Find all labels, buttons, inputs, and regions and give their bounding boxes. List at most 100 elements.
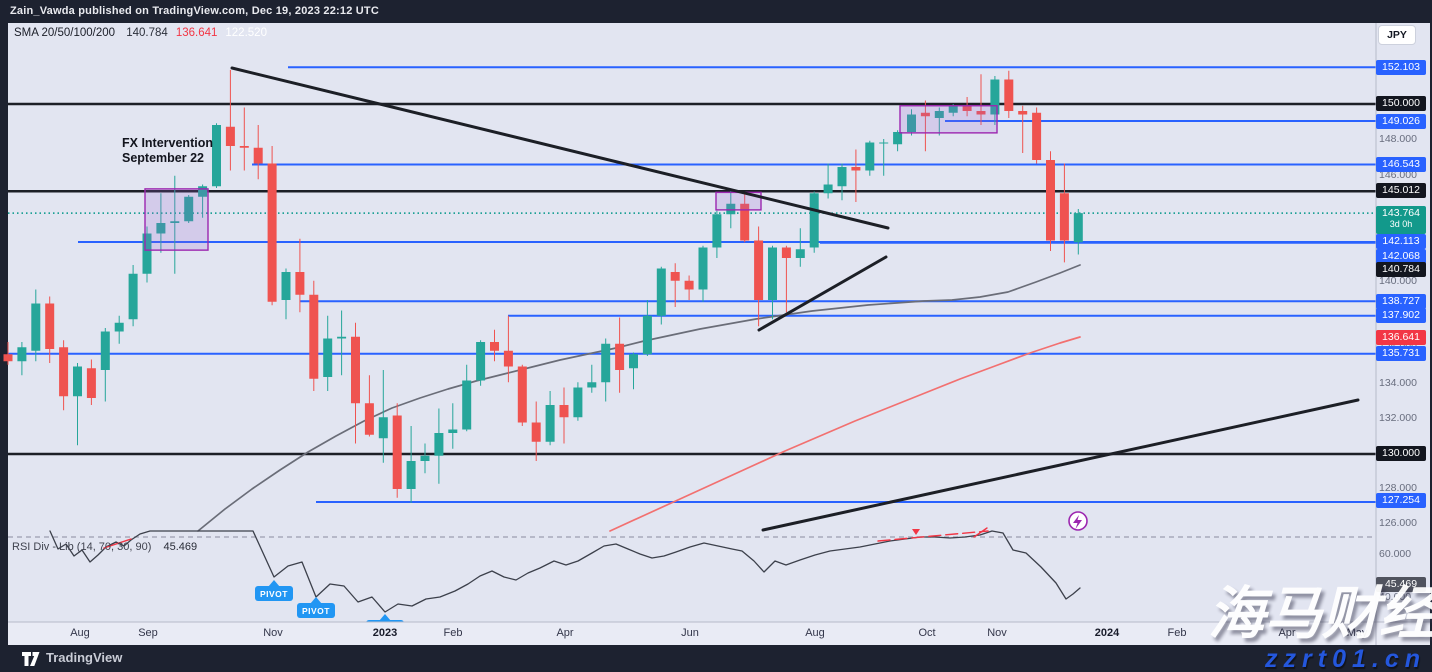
candle-body xyxy=(281,272,291,300)
candle-body xyxy=(823,184,833,194)
time-axis-label: May xyxy=(1346,627,1368,639)
price-scale-label: 143.764 3d 0h xyxy=(1376,206,1426,234)
candle-body xyxy=(420,455,430,461)
price-scale-label: 146.543 xyxy=(1376,157,1426,172)
pivot-label[interactable] xyxy=(297,603,335,618)
publish-bar: Zain_Vawda published on TradingView.com,… xyxy=(0,0,1432,23)
candle-body xyxy=(962,105,972,111)
candle-body xyxy=(309,294,319,379)
time-axis-label: 2023 xyxy=(372,627,398,639)
candle-body xyxy=(990,79,1000,115)
time-axis-label: Aug xyxy=(805,627,825,639)
rsi-line xyxy=(49,530,1081,613)
candle-body xyxy=(142,233,152,274)
candle-body xyxy=(503,350,513,367)
candle-body xyxy=(434,433,444,456)
candle-body xyxy=(295,272,305,295)
candle-body xyxy=(337,336,347,339)
trendline xyxy=(761,398,1360,532)
price-scale-label: 127.254 xyxy=(1376,493,1426,508)
price-scale-label: 140.784 xyxy=(1376,262,1426,277)
rsi-divergence-line xyxy=(103,538,132,549)
pivot-label-text: PIVOT xyxy=(302,606,330,616)
sma-legend-values: 140.784 136.641 122.520 xyxy=(126,27,275,39)
candle-body xyxy=(601,343,611,383)
highlight-zone xyxy=(899,105,998,134)
candle-body xyxy=(768,247,777,300)
candle-body xyxy=(781,247,791,258)
candle-body xyxy=(726,203,736,215)
pivot-pointer xyxy=(268,580,280,587)
highlight-zone xyxy=(144,188,209,251)
time-axis-label: Jun xyxy=(681,627,699,639)
price-scale-label: 40.000 xyxy=(1379,591,1412,603)
candle-body xyxy=(100,331,110,370)
price-scale-label: 142.113 xyxy=(1376,234,1426,249)
price-scale-label: 45.469 xyxy=(1376,577,1426,592)
candle-body xyxy=(517,366,527,423)
price-scale-label: 126.000 xyxy=(1379,517,1417,529)
watermark-cjk: 海马财经 xyxy=(1208,582,1432,646)
price-scale-label: 135.731 xyxy=(1376,346,1426,361)
candle-body xyxy=(879,142,889,144)
footer-bar: TradingView zzrt01.cn xyxy=(0,645,1432,672)
candle-body xyxy=(670,272,680,281)
candle-body xyxy=(573,387,583,418)
time-axis-label: Sep xyxy=(138,627,158,639)
rsi-pane-title: RSI Div - Lib (14, 70, 30, 90) 45.469 xyxy=(12,541,197,553)
candle-body xyxy=(3,354,13,362)
price-scale-label: 152.103 xyxy=(1376,60,1426,75)
candle-body xyxy=(170,221,180,223)
time-axis-label: Nov xyxy=(263,627,283,639)
trendline xyxy=(230,66,890,230)
candle-body xyxy=(17,347,27,362)
candle-body xyxy=(45,303,55,349)
price-scale-label: 134.000 xyxy=(1379,377,1417,389)
time-axis-label: Apr xyxy=(1278,627,1296,639)
chart-background xyxy=(8,23,1430,645)
candle-body xyxy=(893,132,903,145)
watermark-url: zzrt01.cn xyxy=(1265,645,1426,672)
rsi-title-text: RSI Div - Lib (14, 70, 30, 90) xyxy=(12,541,152,553)
publish-bar-text: Zain_Vawda published on TradingView.com,… xyxy=(10,5,379,17)
time-axis-label: Oct xyxy=(918,627,936,639)
candle-body xyxy=(545,405,555,442)
candle-body xyxy=(976,111,986,115)
price-scale-label: 149.026 xyxy=(1376,114,1426,129)
sma-legend-label: SMA 20/50/100/200 xyxy=(14,27,116,39)
candle-body xyxy=(198,186,208,197)
candle-body xyxy=(587,382,597,388)
time-axis-label: 2024 xyxy=(1094,627,1120,639)
candle-body xyxy=(642,315,652,355)
candle-body xyxy=(253,147,263,164)
candle-body xyxy=(225,126,235,146)
candle-body xyxy=(531,422,541,442)
tradingview-brand[interactable]: TradingView xyxy=(46,650,123,665)
price-scale-label: 138.727 xyxy=(1376,294,1426,309)
candle-body xyxy=(490,342,499,351)
pivot-label-text: PIVOT xyxy=(260,589,288,599)
fx-intervention-note-line2: September 22 xyxy=(122,151,204,165)
candle-body xyxy=(795,249,805,258)
currency-button-jpy[interactable]: JPY xyxy=(1378,25,1416,45)
candle-body xyxy=(462,380,472,430)
fx-intervention-note-line1: FX Intervention xyxy=(122,136,213,150)
sma-value: 140.784 xyxy=(126,27,168,39)
candle-body xyxy=(559,405,569,418)
candle-body xyxy=(476,342,486,381)
pivot-label[interactable] xyxy=(255,586,293,601)
time-axis-label: Feb xyxy=(443,627,463,639)
price-scale-label: 128.000 xyxy=(1379,482,1417,494)
rsi-divergence-line xyxy=(973,527,988,538)
time-axis-strip xyxy=(8,622,1430,645)
candle-body xyxy=(1073,213,1083,243)
candle-body xyxy=(907,114,916,132)
price-scale-label: 130.000 xyxy=(1376,446,1426,461)
candle-body xyxy=(754,240,764,300)
candle-body xyxy=(934,111,944,118)
tradingview-logo-icon xyxy=(22,652,40,666)
price-scale-label: 136.641 xyxy=(1376,330,1426,345)
candle-body xyxy=(73,366,82,397)
rsi-current-value: 45.469 xyxy=(163,541,198,553)
